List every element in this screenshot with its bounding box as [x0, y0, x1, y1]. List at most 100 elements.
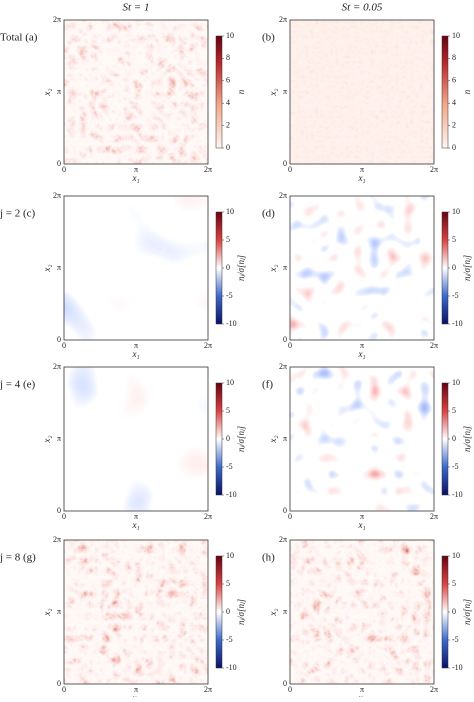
x-axis-label: x₁ — [131, 693, 139, 697]
x-axis-label: x₁ — [131, 520, 139, 530]
panel-label: j = 8 (g) — [0, 552, 36, 564]
colorbar-tick-label: 0 — [226, 434, 230, 443]
x-tick-label: 0 — [288, 512, 292, 521]
y-axis-label: x₂ — [42, 435, 52, 443]
field-image — [64, 540, 208, 684]
panel-label: j = 2 (c) — [0, 208, 36, 220]
x-tick-label: 0 — [62, 165, 66, 174]
x-tick-label: 2π — [204, 165, 212, 174]
x-tick-label: 0 — [62, 685, 66, 694]
panel-frame — [289, 195, 435, 341]
colorbar-tick-label: 10 — [452, 551, 460, 560]
colorbar-tick-label: 10 — [226, 378, 234, 387]
colorbar-tick-label: -10 — [226, 490, 237, 499]
y-axis-label: x₂ — [268, 435, 278, 443]
panel-frame — [289, 19, 435, 165]
panel-label: (b) — [262, 32, 275, 44]
y-tick-label: 2π — [53, 535, 61, 544]
colorbar-label: n — [236, 89, 246, 94]
colorbar-tick-label: -5 — [226, 462, 233, 471]
y-tick-label: 0 — [57, 335, 61, 344]
y-axis-label: x₂ — [268, 608, 278, 616]
y-tick-label: 0 — [283, 159, 287, 168]
colorbar-tick-label: -5 — [226, 635, 233, 644]
colorbar-label: nⱼ/σ[nⱼ] — [236, 598, 246, 625]
colorbar-tick-label: 2 — [452, 120, 456, 129]
y-tick-label: π — [57, 87, 61, 96]
x-axis-label: x₁ — [357, 520, 365, 530]
colorbar-tick-label: 0 — [452, 607, 456, 616]
x-tick-label: π — [134, 685, 138, 694]
field-image — [290, 540, 434, 684]
x-tick-label: 2π — [430, 165, 438, 174]
colorbar-tick-label: 0 — [226, 607, 230, 616]
colorbar-tick-label: 5 — [226, 406, 230, 415]
x-tick-label: 2π — [204, 341, 212, 350]
colorbar — [215, 555, 223, 669]
panel-label: Total (a) — [0, 32, 38, 44]
colorbar — [215, 382, 223, 496]
colorbar-label: n — [462, 89, 472, 94]
x-tick-label: 0 — [62, 512, 66, 521]
x-axis-label: x₁ — [357, 693, 365, 697]
colorbar-tick-label: 10 — [226, 551, 234, 560]
x-axis-label: x₁ — [357, 173, 365, 183]
x-tick-label: π — [360, 512, 364, 521]
y-tick-label: π — [57, 263, 61, 272]
colorbar-tick-label: 10 — [226, 31, 234, 40]
column-title: St = 1 — [123, 2, 150, 14]
colorbar-tick-label: 0 — [452, 263, 456, 272]
panel-label: (d) — [262, 208, 275, 220]
x-tick-label: π — [134, 165, 138, 174]
x-tick-label: π — [360, 685, 364, 694]
column-title: St = 0.05 — [342, 2, 383, 14]
colorbar-tick-label: 2 — [226, 120, 230, 129]
field-image — [290, 367, 434, 511]
y-tick-label: 2π — [53, 15, 61, 24]
colorbar-tick-label: 5 — [226, 579, 230, 588]
y-tick-label: 0 — [57, 159, 61, 168]
colorbar-label: nⱼ/σ[nⱼ] — [462, 598, 472, 625]
colorbar-tick-label: 8 — [452, 53, 456, 62]
y-tick-label: 2π — [279, 15, 287, 24]
colorbar-label: nⱼ/σ[nⱼ] — [236, 425, 246, 452]
panel-label: (f) — [262, 379, 273, 391]
colorbar-tick-label: 8 — [226, 53, 230, 62]
colorbar-tick-label: 10 — [452, 378, 460, 387]
colorbar-tick-label: 0 — [452, 143, 456, 152]
y-axis-label: x₂ — [42, 608, 52, 616]
colorbar-label: nⱼ/σ[nⱼ] — [236, 254, 246, 281]
colorbar-tick-label: 5 — [452, 579, 456, 588]
colorbar — [441, 211, 449, 325]
y-tick-label: 2π — [279, 535, 287, 544]
colorbar-tick-label: -10 — [226, 319, 237, 328]
x-tick-label: 2π — [430, 341, 438, 350]
y-tick-label: 2π — [279, 362, 287, 371]
field-image — [290, 196, 434, 340]
colorbar-tick-label: -10 — [452, 319, 463, 328]
y-tick-label: π — [283, 87, 287, 96]
panel-frame — [63, 366, 209, 512]
panel-label: j = 4 (e) — [0, 379, 36, 391]
panel-frame — [289, 366, 435, 512]
colorbar-tick-label: -10 — [226, 663, 237, 672]
colorbar — [215, 35, 223, 149]
colorbar-tick-label: 6 — [452, 76, 456, 85]
y-tick-label: 0 — [283, 335, 287, 344]
panel-frame — [63, 19, 209, 165]
colorbar-tick-label: 4 — [452, 98, 456, 107]
x-axis-label: x₁ — [131, 173, 139, 183]
y-tick-label: 0 — [283, 506, 287, 515]
colorbar-tick-label: -5 — [452, 291, 459, 300]
field-image — [64, 196, 208, 340]
colorbar-tick-label: 10 — [452, 31, 460, 40]
colorbar-tick-label: 0 — [226, 143, 230, 152]
y-axis-label: x₂ — [268, 88, 278, 96]
x-tick-label: π — [134, 512, 138, 521]
x-tick-label: π — [360, 341, 364, 350]
colorbar-tick-label: 0 — [226, 263, 230, 272]
field-image — [290, 20, 434, 164]
y-axis-label: x₂ — [42, 88, 52, 96]
y-tick-label: π — [57, 607, 61, 616]
